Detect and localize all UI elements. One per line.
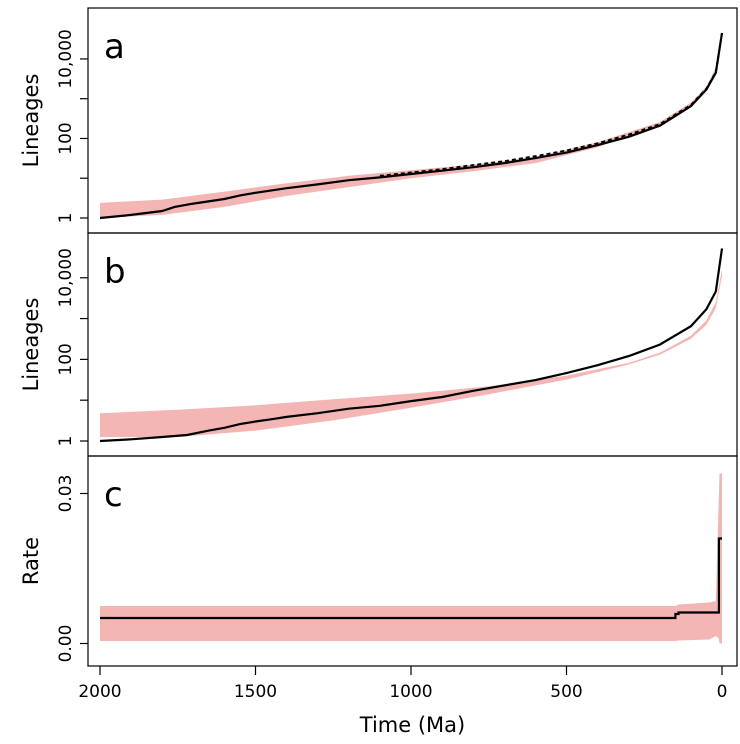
series-line-step: [100, 537, 722, 620]
y-axis-label: Lineages: [19, 74, 43, 168]
y-tick-label: 0.00: [56, 625, 76, 663]
y-tick-label: 1: [56, 213, 76, 224]
panel-a: 1 100 10,000 Lineages a: [19, 7, 738, 234]
x-tick-label: 500: [550, 682, 582, 702]
y-axis-label: Rate: [19, 537, 43, 585]
y-tick-label: 10,000: [56, 29, 76, 88]
x-tick-label: 2000: [78, 682, 121, 702]
x-axis-label: Time (Ma): [359, 713, 465, 737]
confidence-band: [100, 473, 722, 644]
y-tick-label: 1: [56, 436, 76, 447]
y-tick-label: 10,000: [56, 248, 76, 307]
panel-c: 0.00 0.03 Rate c 2000 1500 1000 500 0 Time (Ma): [19, 455, 738, 737]
panel-b: 1 100 10,000 Lineages b: [19, 232, 738, 457]
y-tick-label: 100: [56, 343, 76, 375]
x-tick-label: 1500: [234, 682, 277, 702]
panel-letter: b: [104, 252, 126, 292]
y-tick-label: 0.03: [56, 475, 76, 513]
panel-letter: c: [104, 475, 123, 515]
y-tick-label: 100: [56, 122, 76, 154]
series-line-solid: [99, 32, 724, 220]
series-line-dashed: [379, 32, 723, 177]
x-tick-label: 0: [717, 682, 728, 702]
plot-frame: [87, 455, 738, 667]
panel-letter: a: [104, 27, 125, 67]
confidence-band: [100, 33, 722, 218]
x-tick-label: 1000: [389, 682, 432, 702]
confidence-band: [100, 269, 722, 437]
series-line-solid: [99, 248, 724, 443]
y-axis-label: Lineages: [19, 298, 43, 392]
